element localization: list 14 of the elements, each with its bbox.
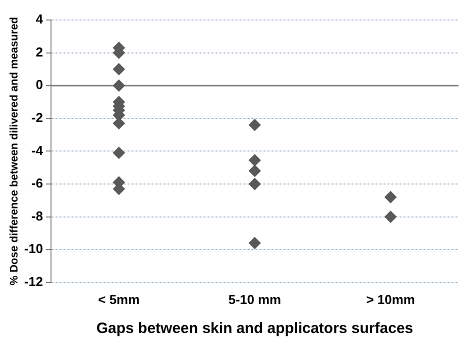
x-tick-label: 5-10 mm: [228, 292, 282, 307]
y-axis-title: % Dose difference between dilivered and measured: [8, 17, 21, 286]
y-tick-label: -10: [24, 241, 43, 256]
y-tick-label: -4: [31, 142, 44, 158]
y-tick-label: -8: [31, 208, 43, 224]
x-tick-label: < 5mm: [98, 292, 140, 307]
x-axis-title: Gaps between skin and applicators surfaces: [96, 320, 414, 338]
y-tick-label: 2: [36, 44, 43, 60]
y-tick-label: -2: [31, 110, 43, 125]
y-tick-label: -12: [24, 274, 43, 289]
x-tick-label: > 10mm: [366, 292, 415, 307]
y-tick-label: -6: [31, 176, 43, 191]
y-tick-label: 4: [36, 12, 44, 27]
y-tick-label: 0: [36, 77, 43, 92]
